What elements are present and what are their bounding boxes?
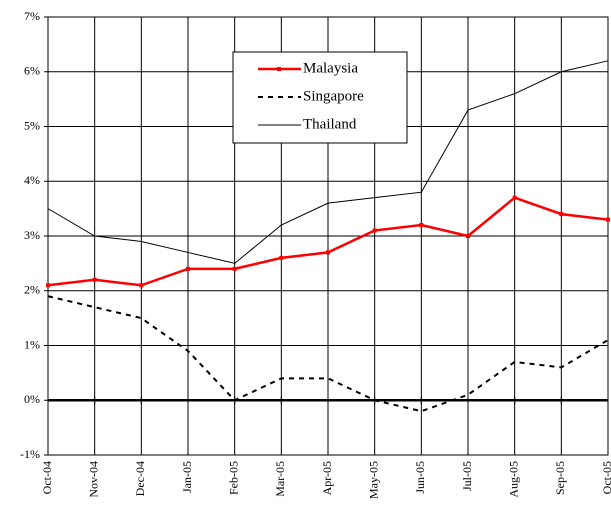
series-marker	[372, 228, 377, 233]
plot-border	[47, 16, 609, 456]
series-marker	[186, 266, 190, 271]
series-line	[47, 60, 609, 264]
y-tick-label: 0%	[24, 392, 40, 406]
x-tick-label: Apr-05	[320, 461, 334, 495]
legend: Malaysia Singapore Thailand	[232, 51, 408, 144]
y-tick-label: -1%	[20, 447, 40, 461]
series-marker	[466, 234, 470, 238]
series-marker	[92, 277, 97, 282]
x-tick-label: Sep-05	[553, 461, 567, 495]
x-tick-label: May-05	[366, 461, 380, 499]
y-tick-label: 5%	[24, 118, 40, 132]
x-tick-label: Mar-05	[273, 461, 287, 497]
legend-label: Thailand	[303, 116, 357, 132]
series-marker	[606, 217, 610, 222]
x-tick-label: Oct-04	[40, 461, 54, 494]
legend-label: Singapore	[303, 88, 364, 104]
series-marker	[232, 266, 237, 271]
x-tick-label: Aug-05	[506, 461, 520, 498]
series-marker	[139, 283, 144, 288]
x-tick-label: Feb-05	[226, 461, 240, 495]
y-tick-label: 1%	[24, 337, 40, 351]
x-tick-label: Dec-04	[133, 461, 147, 496]
series-marker	[46, 283, 50, 288]
y-tick-label: 3%	[24, 228, 40, 242]
x-tick-label: Jun-05	[413, 461, 427, 494]
y-tick-label: 2%	[24, 283, 40, 297]
x-tick-label: Nov-04	[86, 461, 100, 498]
y-tick-label: 4%	[24, 173, 40, 187]
y-tick-label: 7%	[24, 9, 40, 23]
x-tick-label: Jan-05	[180, 461, 194, 493]
series-marker	[326, 250, 330, 255]
legend-marker	[277, 67, 281, 71]
series-marker	[419, 223, 424, 228]
legend-label: Malaysia	[303, 60, 358, 76]
series-marker	[559, 212, 564, 217]
x-tick-label: Jul-05	[460, 461, 474, 491]
series-marker	[279, 255, 284, 260]
x-tick-label: Oct-05	[600, 461, 611, 494]
series-marker	[512, 195, 517, 200]
y-tick-label: 6%	[24, 64, 40, 78]
